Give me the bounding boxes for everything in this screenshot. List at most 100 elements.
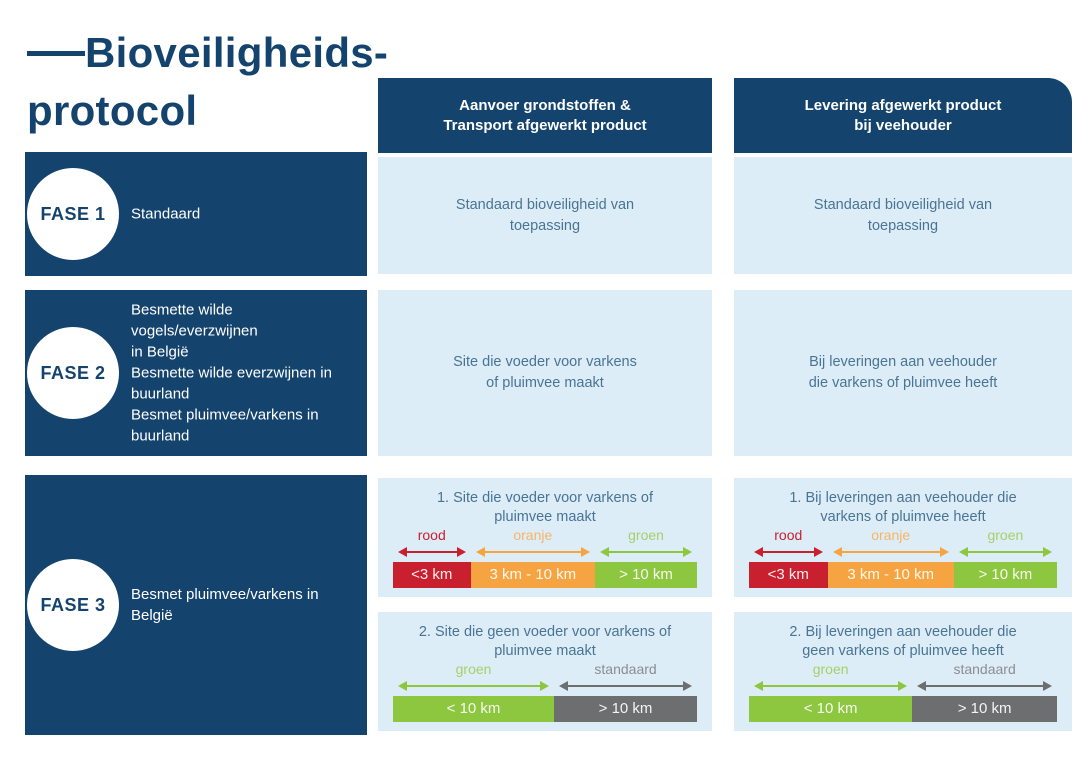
double-arrow-icon: [559, 680, 692, 692]
arrow-shaft: [926, 684, 1043, 688]
arrow-shaft: [763, 550, 814, 554]
zone-label: oranje: [871, 527, 911, 543]
zone-segment-standaard: standaard > 10 km: [554, 661, 697, 722]
arrow-shaft: [609, 550, 683, 554]
fase2-badge: FASE 2: [27, 327, 119, 419]
zone-label: groen: [812, 661, 849, 677]
double-arrow-icon: [398, 680, 550, 692]
arrow-shaft: [568, 684, 683, 688]
column-header-aanvoer-transport: Aanvoer grondstoffen & Transport afgewer…: [378, 78, 712, 153]
zone-label: groen: [455, 661, 492, 677]
zone-segment-groen: groen > 10 km: [595, 527, 697, 588]
distance-bar: <3 km: [393, 562, 471, 588]
zone-segment-groen: groen > 10 km: [953, 527, 1057, 588]
fase1-box: FASE 1 Standaard: [25, 152, 367, 276]
arrow-left-head-icon: [754, 547, 763, 557]
fase3-cell-aanvoer-case2: 2. Site die geen voeder voor varkens of …: [378, 612, 712, 731]
arrow-right-head-icon: [540, 681, 550, 691]
distance-zones: rood <3 km oranje 3 km - 10 km groen > 1…: [749, 527, 1057, 588]
arrow-right-head-icon: [682, 547, 692, 557]
fase1-cell-levering: Standaard bioveiligheid van toepassing: [734, 157, 1072, 274]
case-title: 1. Bij leveringen aan veehouder die vark…: [789, 490, 1017, 525]
double-arrow-icon: [398, 546, 466, 558]
case-title: 1. Site die voeder voor varkens of pluim…: [436, 490, 653, 525]
zone-label: groen: [628, 527, 664, 543]
distance-bar: 3 km - 10 km: [470, 562, 596, 588]
fase2-description: Besmette wilde vogels/everzwijnen in Bel…: [131, 301, 332, 445]
case-title: 2. Site die geen voeder voor varkens of …: [418, 624, 672, 659]
arrow-left-head-icon: [398, 547, 407, 557]
title-dash-decoration: [27, 50, 85, 56]
arrow-right-head-icon: [939, 547, 949, 557]
column-header-levering-veehouder: Levering afgewerkt product bij veehouder: [734, 78, 1072, 153]
distance-zones: rood <3 km oranje 3 km - 10 km groen > 1…: [393, 527, 697, 588]
arrow-left-head-icon: [917, 681, 927, 691]
zone-label: standaard: [594, 661, 657, 677]
double-arrow-icon: [958, 546, 1052, 558]
arrow-left-head-icon: [398, 681, 407, 691]
fase3-cell-levering-case2: 2. Bij leveringen aan veehouder die geen…: [734, 612, 1072, 731]
arrow-shaft: [967, 550, 1043, 554]
arrow-shaft: [763, 684, 899, 688]
double-arrow-icon: [917, 680, 1052, 692]
distance-bar: > 10 km: [953, 562, 1057, 588]
zone-segment-oranje: oranje 3 km - 10 km: [470, 527, 596, 588]
zone-segment-rood: rood <3 km: [749, 527, 828, 588]
double-arrow-icon: [600, 546, 692, 558]
arrow-right-head-icon: [456, 547, 466, 557]
case-title: 2. Bij leveringen aan veehouder die geen…: [789, 624, 1017, 659]
arrow-left-head-icon: [958, 547, 968, 557]
fase2-cell-levering: Bij leveringen aan veehouder die varkens…: [734, 290, 1072, 456]
zone-label: standaard: [953, 661, 1016, 677]
arrow-right-head-icon: [1042, 547, 1052, 557]
distance-bar: > 10 km: [595, 562, 697, 588]
fase1-cell-aanvoer: Standaard bioveiligheid van toepassing: [378, 157, 712, 274]
arrow-shaft: [841, 550, 940, 554]
page-title-line1: Bioveiligheids-: [27, 24, 388, 82]
arrow-right-head-icon: [581, 547, 591, 557]
zone-segment-rood: rood <3 km: [393, 527, 471, 588]
distance-bar: <3 km: [749, 562, 828, 588]
arrow-shaft: [407, 684, 541, 688]
zone-segment-groen: groen < 10 km: [749, 661, 913, 722]
double-arrow-icon: [754, 546, 823, 558]
arrow-right-head-icon: [813, 547, 823, 557]
arrow-right-head-icon: [898, 681, 908, 691]
double-arrow-icon: [832, 546, 949, 558]
distance-bar: < 10 km: [393, 696, 555, 722]
fase1-description: Standaard: [131, 205, 201, 223]
fase3-cell-levering-case1: 1. Bij leveringen aan veehouder die vark…: [734, 478, 1072, 597]
zone-label: groen: [987, 527, 1024, 543]
fase3-box: FASE 3 Besmet pluimvee/varkens in België: [25, 475, 367, 735]
distance-bar: < 10 km: [749, 696, 913, 722]
distance-bar: > 10 km: [912, 696, 1057, 722]
zone-label: rood: [774, 527, 803, 543]
arrow-left-head-icon: [559, 681, 569, 691]
arrow-left-head-icon: [754, 681, 763, 691]
arrow-right-head-icon: [682, 681, 692, 691]
zone-segment-groen: groen < 10 km: [393, 661, 555, 722]
arrow-left-head-icon: [475, 547, 485, 557]
distance-bar: 3 km - 10 km: [827, 562, 954, 588]
double-arrow-icon: [475, 546, 591, 558]
title-text-line2: protocol: [27, 87, 198, 134]
distance-bar: > 10 km: [554, 696, 697, 722]
double-arrow-icon: [754, 680, 908, 692]
arrow-shaft: [407, 550, 457, 554]
distance-zones: groen < 10 km standaard > 10 km: [749, 661, 1057, 722]
fase3-description: Besmet pluimvee/varkens in België: [131, 586, 319, 624]
arrow-right-head-icon: [1042, 681, 1052, 691]
arrow-left-head-icon: [832, 547, 842, 557]
fase3-cell-aanvoer-case1: 1. Site die voeder voor varkens of pluim…: [378, 478, 712, 597]
zone-segment-oranje: oranje 3 km - 10 km: [827, 527, 954, 588]
title-text-line1: Bioveiligheids-: [85, 29, 389, 76]
zone-label: oranje: [513, 527, 553, 543]
arrow-left-head-icon: [600, 547, 610, 557]
arrow-shaft: [484, 550, 582, 554]
distance-zones: groen < 10 km standaard > 10 km: [393, 661, 697, 722]
fase1-badge: FASE 1: [27, 168, 119, 260]
fase2-cell-aanvoer: Site die voeder voor varkens of pluimvee…: [378, 290, 712, 456]
zone-label: rood: [417, 527, 446, 543]
fase3-badge: FASE 3: [27, 559, 119, 651]
